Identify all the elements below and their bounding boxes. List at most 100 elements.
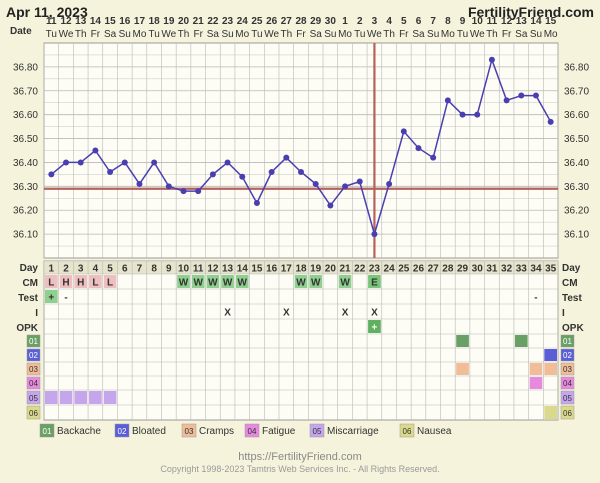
symptom-code-label: 03 — [563, 365, 572, 374]
date-label: 25 — [251, 16, 263, 27]
weekday-label: Tu — [46, 29, 57, 40]
cm-value: W — [238, 278, 248, 289]
row-label-day: Day — [20, 263, 39, 274]
date-label: 16 — [119, 16, 131, 27]
symptom-code-badge — [26, 405, 41, 420]
symptom-code-badge — [560, 348, 575, 362]
weekday-label: Sa — [207, 29, 220, 40]
legend-swatch — [309, 423, 325, 438]
date-label: 5 — [401, 16, 407, 27]
legend-label: Cramps — [199, 426, 234, 437]
row-label-opk: OPK — [16, 323, 38, 334]
legend-swatch — [399, 423, 415, 438]
temperature-point — [63, 159, 70, 166]
cm-value: W — [223, 278, 233, 289]
symptom-cell-nausea — [544, 406, 557, 419]
temperature-point — [532, 92, 539, 99]
legend-label: Miscarriage — [327, 426, 379, 437]
y-tick-label: 36.60 — [564, 110, 589, 121]
cycle-day-number: 8 — [151, 264, 157, 275]
date-label: 7 — [430, 16, 436, 27]
cycle-day-number: 28 — [442, 264, 454, 275]
temperature-point — [239, 173, 246, 180]
cm-cell — [221, 275, 234, 288]
legend-code: 05 — [313, 427, 322, 436]
chart-date: Apr 11, 2023 — [6, 4, 88, 20]
date-label: 2 — [357, 16, 363, 27]
date-label: 19 — [163, 16, 175, 27]
footer-url[interactable]: https://FertilityFriend.com — [238, 451, 362, 463]
site-name: FertilityFriend.com — [467, 4, 594, 20]
weekday-label: Tu — [148, 29, 159, 40]
cm-cell — [191, 275, 205, 288]
cycle-day-number: 7 — [137, 264, 143, 275]
date-label: 8 — [445, 16, 451, 27]
temperature-point — [136, 180, 143, 187]
weekday-label: Fr — [193, 29, 203, 40]
date-label: 13 — [75, 16, 87, 27]
temperature-point — [488, 56, 495, 63]
cm-cell — [206, 275, 220, 288]
symptom-code-label: 01 — [563, 337, 572, 346]
cm-cell — [74, 275, 88, 288]
y-tick-label: 36.10 — [564, 230, 589, 241]
legend-label: Backache — [57, 426, 101, 437]
weekday-label: Su — [427, 29, 439, 40]
symptom-code-label: 04 — [29, 379, 38, 388]
cycle-day-number: 18 — [295, 264, 307, 275]
cm-cell — [294, 275, 308, 288]
legend-code: 06 — [403, 427, 412, 436]
temperature-point — [92, 147, 99, 154]
cycle-day-number: 34 — [530, 264, 542, 275]
temperature-point — [195, 188, 202, 195]
weekday-label: Tu — [354, 29, 365, 40]
cycle-day-number: 21 — [339, 264, 351, 275]
test-value: + — [48, 293, 54, 304]
legend-label: Bloated — [132, 426, 166, 437]
cycle-day-number: 35 — [545, 264, 557, 275]
test-value: - — [64, 293, 67, 304]
cycle-day-number: 9 — [166, 264, 172, 275]
temperature-point — [518, 92, 525, 99]
opk-cell — [368, 320, 381, 333]
weekday-label: Sa — [515, 29, 528, 40]
row-label-cm: CM — [22, 278, 38, 289]
date-label: 26 — [266, 16, 278, 27]
legend-swatch — [244, 423, 260, 438]
legend-swatch — [114, 423, 130, 438]
symptom-cell-miscarriage — [45, 391, 58, 404]
symptom-cell-backache — [514, 335, 528, 347]
temperature-point — [151, 159, 158, 166]
weekday-label: Sa — [104, 29, 117, 40]
cycle-day-number: 14 — [237, 264, 249, 275]
weekday-label: Mo — [338, 29, 352, 40]
symptom-code-label: 01 — [29, 337, 38, 346]
date-label: 15 — [105, 16, 117, 27]
temperature-point — [444, 97, 451, 104]
weekday-label: Mo — [235, 29, 249, 40]
cm-cell — [103, 275, 117, 288]
cm-cell — [59, 275, 73, 288]
date-label: 17 — [134, 16, 146, 27]
row-label-test: Test — [18, 293, 38, 304]
opk-value: + — [372, 323, 378, 334]
y-tick-label: 36.20 — [13, 206, 38, 217]
temperature-point — [180, 188, 187, 195]
cm-value: W — [193, 278, 203, 289]
date-label: 18 — [149, 16, 161, 27]
temperature-point — [459, 111, 466, 118]
symptom-code-badge — [26, 362, 41, 376]
legend-label: Nausea — [417, 426, 452, 437]
y-tick-label: 36.40 — [564, 158, 589, 169]
legend-label: Fatigue — [262, 426, 296, 437]
symptom-code-badge — [26, 334, 41, 348]
date-label: 9 — [460, 16, 466, 27]
temperature-point — [268, 169, 275, 175]
cm-cell — [368, 275, 381, 288]
weekday-label: Su — [221, 29, 233, 40]
test-value: - — [534, 293, 537, 304]
weekday-label: Su — [530, 29, 542, 40]
cycle-day-number: 27 — [428, 264, 440, 275]
symptom-code-label: 05 — [563, 394, 572, 403]
